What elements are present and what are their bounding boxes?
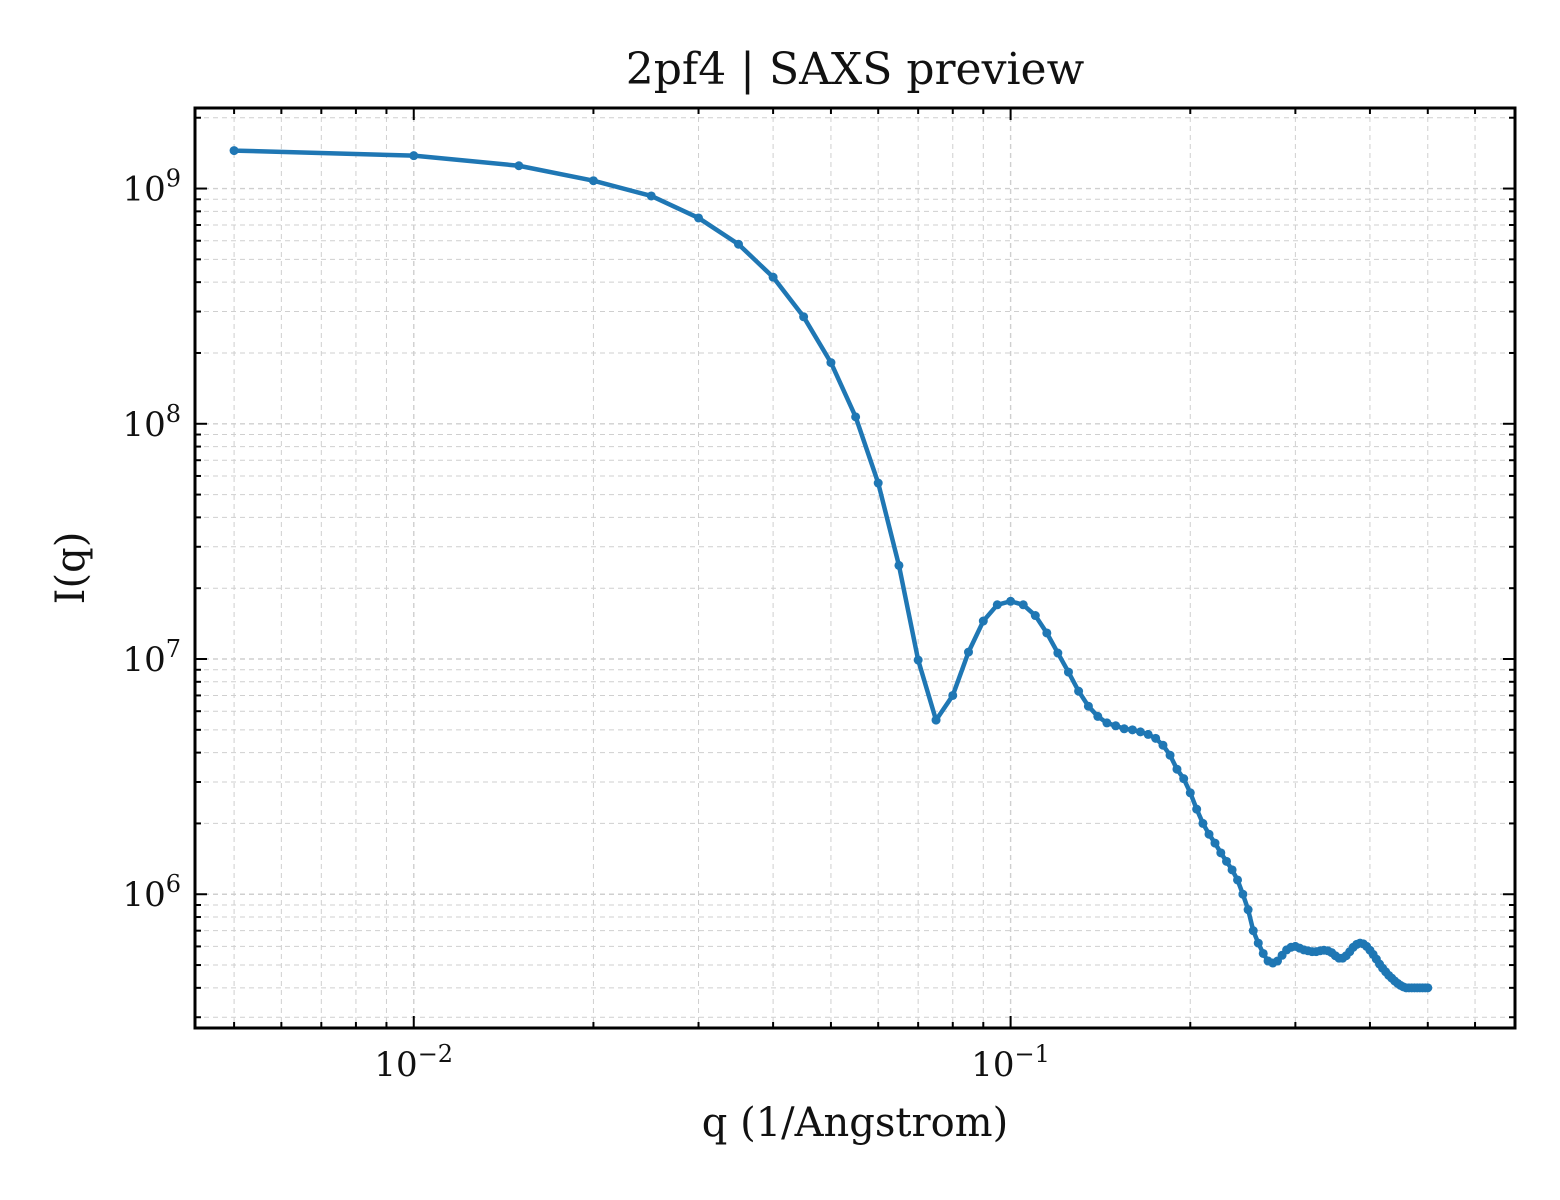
data-point xyxy=(588,176,598,186)
data-point xyxy=(229,146,239,156)
data-point xyxy=(768,272,778,282)
data-point xyxy=(1253,938,1263,948)
data-point xyxy=(799,312,809,322)
data-point xyxy=(1233,875,1243,885)
data-point xyxy=(1151,733,1161,743)
data-point xyxy=(1083,701,1093,711)
data-point xyxy=(514,161,524,171)
plot-frame xyxy=(193,106,1517,1030)
data-point xyxy=(948,690,958,700)
data-point xyxy=(931,715,941,725)
data-point xyxy=(1248,926,1258,936)
data-point xyxy=(646,191,656,201)
data-point xyxy=(1127,725,1137,735)
data-point xyxy=(1074,686,1084,696)
data-point xyxy=(1143,729,1153,739)
data-point xyxy=(1042,628,1052,638)
y-tick-label: 106 xyxy=(122,870,181,915)
data-point xyxy=(1222,856,1231,866)
data-point xyxy=(1006,596,1016,606)
data-point xyxy=(1192,804,1202,814)
data-point xyxy=(1135,727,1145,737)
data-point xyxy=(1238,889,1248,899)
y-tick-label: 107 xyxy=(122,635,181,680)
data-point xyxy=(1102,718,1112,728)
y-tick-label: 109 xyxy=(122,165,181,210)
data-point xyxy=(1063,667,1073,677)
data-point xyxy=(894,560,904,570)
y-axis-label: I(q) xyxy=(48,532,94,605)
data-point xyxy=(1185,788,1195,798)
grid xyxy=(195,108,1515,1028)
data-point xyxy=(694,213,704,223)
data-point xyxy=(1198,818,1208,828)
data-point xyxy=(1227,865,1237,875)
data-point xyxy=(1111,721,1121,731)
data-point xyxy=(1258,948,1268,958)
data-point xyxy=(1210,838,1220,848)
data-point xyxy=(992,600,1002,610)
data-point xyxy=(1165,750,1175,760)
data-point xyxy=(1204,829,1214,839)
data-point xyxy=(1216,848,1226,858)
series-line xyxy=(229,146,1433,993)
x-tick-label: 10−2 xyxy=(374,1040,453,1085)
data-point xyxy=(733,239,743,249)
data-point xyxy=(1172,764,1182,774)
data-point xyxy=(873,478,883,488)
chart-title: 2pf4 | SAXS preview xyxy=(626,44,1085,95)
data-point xyxy=(1158,740,1168,750)
data-point xyxy=(1179,774,1189,784)
x-axis-label: q (1/Angstrom) xyxy=(702,1100,1008,1146)
data-point xyxy=(1030,611,1040,621)
data-point xyxy=(1093,711,1103,721)
data-point xyxy=(978,616,988,626)
data-point xyxy=(851,412,861,422)
y-tick-label: 108 xyxy=(122,400,181,445)
data-point xyxy=(1119,724,1129,734)
data-point xyxy=(1243,905,1253,915)
data-point xyxy=(409,151,419,161)
data-point xyxy=(963,647,973,657)
x-tick-label: 10−1 xyxy=(971,1040,1050,1085)
data-point xyxy=(1018,600,1028,610)
data-point xyxy=(913,655,923,665)
data-point xyxy=(826,358,836,368)
data-point xyxy=(1053,648,1063,658)
data-point xyxy=(1423,983,1433,993)
